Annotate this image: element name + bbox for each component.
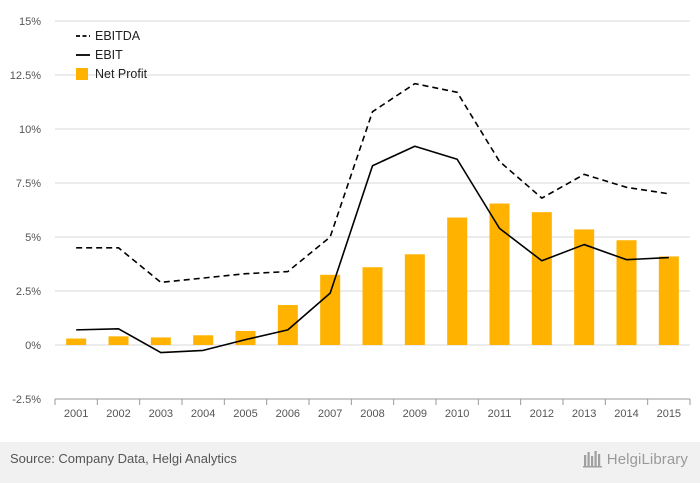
y-tick-label: 2.5% bbox=[16, 286, 41, 298]
x-tick-label: 2003 bbox=[149, 408, 173, 420]
net-profit-bar bbox=[489, 203, 510, 345]
net-profit-bar bbox=[362, 267, 383, 345]
x-tick-label: 2011 bbox=[488, 408, 512, 420]
net-profit-bar bbox=[531, 212, 552, 345]
chart: -2.5%0%2.5%5%7.5%10%12.5%15% 2001 2002 200… bbox=[10, 16, 691, 420]
x-tick-label: 2002 bbox=[106, 408, 130, 420]
net-profit-bar bbox=[658, 256, 679, 345]
y-tick-label: 12.5% bbox=[10, 70, 41, 82]
legend: EBITDA EBIT Net Profit bbox=[76, 29, 148, 81]
x-tick-label: 2014 bbox=[614, 408, 638, 420]
net-profit-bar bbox=[616, 240, 637, 345]
legend-label: EBITDA bbox=[95, 29, 141, 43]
brand-name: HelgiLibrary bbox=[606, 450, 688, 468]
y-tick-label: 15% bbox=[19, 16, 41, 28]
footer: Source: Company Data, Helgi Analytics He… bbox=[0, 442, 700, 483]
legend-swatch-net-profit bbox=[76, 68, 88, 80]
x-tick-label: 2005 bbox=[233, 408, 257, 420]
net-profit-bar bbox=[447, 217, 468, 345]
brand-logo[interactable]: HelgiLibrary bbox=[582, 449, 688, 469]
library-logo-icon bbox=[582, 451, 602, 468]
y-tick-label: -2.5% bbox=[12, 394, 41, 406]
x-axis: 2001 2002 2003 2004 2005 2006 2007 2008 2009 2010… bbox=[54, 398, 691, 420]
x-tick-label: 2009 bbox=[403, 408, 427, 420]
net-profit-bar bbox=[277, 305, 298, 345]
x-tick-label: 2013 bbox=[572, 408, 596, 420]
net-profit-bar bbox=[66, 338, 87, 345]
y-tick-label: 5% bbox=[25, 232, 41, 244]
y-tick-label: 7.5% bbox=[16, 178, 41, 190]
x-tick-label: 2007 bbox=[318, 408, 342, 420]
y-tick-label: 10% bbox=[19, 124, 41, 136]
net-profit-bar bbox=[574, 229, 595, 345]
net-profit-bars bbox=[66, 203, 679, 345]
ebitda-line bbox=[76, 82, 669, 284]
ebit-line bbox=[76, 145, 669, 354]
y-tick-label: 0% bbox=[25, 340, 41, 352]
legend-label: EBIT bbox=[95, 48, 123, 62]
y-axis: -2.5% 0% 2.5% 5% 7.5% 10% 12.5% 15% bbox=[10, 16, 41, 406]
legend-label: Net Profit bbox=[95, 67, 148, 81]
net-profit-bar bbox=[150, 337, 171, 345]
x-tick-label: 2012 bbox=[530, 408, 554, 420]
line-series bbox=[76, 82, 669, 354]
x-tick-label: 2006 bbox=[276, 408, 300, 420]
x-tick-label: 2001 bbox=[64, 408, 88, 420]
source-note: Source: Company Data, Helgi Analytics bbox=[10, 451, 237, 466]
net-profit-bar bbox=[320, 274, 341, 345]
x-tick-label: 2004 bbox=[191, 408, 215, 420]
net-profit-bar bbox=[404, 254, 425, 345]
x-tick-label: 2008 bbox=[360, 408, 384, 420]
net-profit-bar bbox=[193, 335, 214, 345]
x-tick-label: 2015 bbox=[657, 408, 681, 420]
net-profit-bar bbox=[108, 336, 129, 345]
x-tick-label: 2010 bbox=[445, 408, 469, 420]
